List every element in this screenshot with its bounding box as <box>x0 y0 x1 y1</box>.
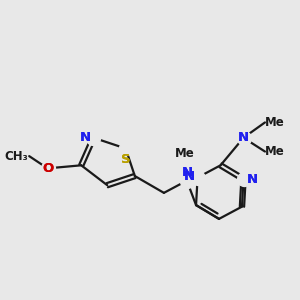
Text: N: N <box>184 169 195 182</box>
Text: S: S <box>121 153 130 166</box>
Text: S: S <box>121 153 130 166</box>
Text: Me: Me <box>265 116 285 129</box>
Text: Me: Me <box>175 147 195 160</box>
Text: N: N <box>181 166 192 179</box>
Text: Me: Me <box>265 145 285 158</box>
Text: CH₃: CH₃ <box>4 150 28 163</box>
Text: N: N <box>181 166 192 179</box>
Text: N: N <box>79 131 90 144</box>
Text: N: N <box>238 131 249 144</box>
Text: N: N <box>247 172 258 186</box>
Text: N: N <box>247 172 258 186</box>
Text: N: N <box>238 131 249 144</box>
Text: N: N <box>184 169 195 182</box>
Text: O: O <box>42 162 53 175</box>
Text: N: N <box>79 131 90 144</box>
Text: O: O <box>42 162 53 175</box>
